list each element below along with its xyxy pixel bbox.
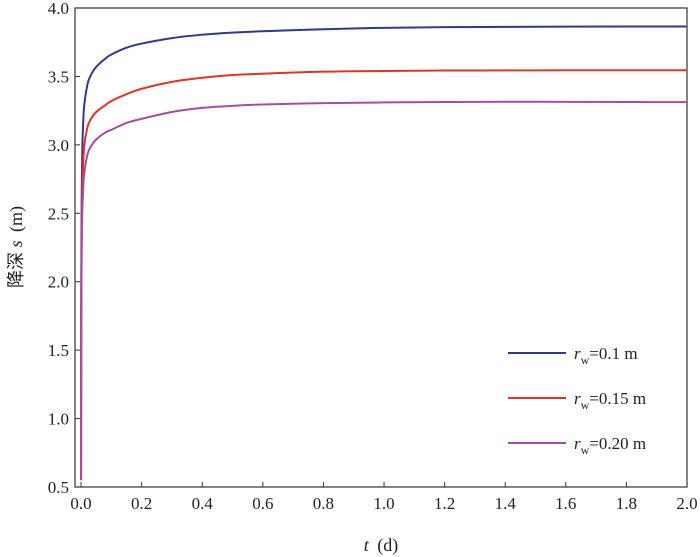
- y-axis-label: 降深 s (m): [6, 206, 27, 288]
- x-tick-label: 0.2: [131, 494, 152, 513]
- y-tick-label: 1.0: [48, 410, 69, 429]
- x-tick-label: 1.4: [495, 494, 517, 513]
- y-tick-label: 3.5: [48, 67, 69, 86]
- x-tick-label: 2.0: [676, 494, 697, 513]
- x-tick-label: 0.0: [70, 494, 91, 513]
- legend: rw=0.1 m rw=0.15 m rw=0.20 m: [508, 344, 646, 457]
- legend-label-2-value: =0.20 m: [589, 434, 646, 453]
- series-lines: [80, 25, 688, 481]
- x-tick-label: 0.8: [313, 494, 334, 513]
- plot-frame: [74, 7, 688, 488]
- legend-label-1-sub: w: [581, 398, 590, 412]
- y-axis-label-prefix: 降深: [6, 252, 26, 288]
- legend-label-2-var: r: [574, 434, 581, 453]
- y-tick-label: 2.5: [48, 204, 69, 223]
- legend-label-1-var: r: [574, 389, 581, 408]
- x-tick-label: 1.2: [434, 494, 455, 513]
- y-tick-label: 3.0: [48, 136, 69, 155]
- x-tick-label: 1.0: [373, 494, 394, 513]
- y-axis-ticks: 0.5 1.0 1.5 2.0 2.5 3.0 3.5 4.0: [48, 0, 80, 497]
- x-tick-label: 1.8: [616, 494, 637, 513]
- series-line-2: [80, 100, 688, 481]
- y-axis-label-var: s: [6, 240, 26, 247]
- legend-label-0-sub: w: [581, 353, 590, 367]
- x-tick-label: 0.6: [252, 494, 273, 513]
- x-axis-ticks: 0.0 0.2 0.4 0.6 0.8 1.0 1.2 1.4 1.6 1.8 2.0: [70, 482, 698, 513]
- y-axis-label-unit: (m): [6, 206, 27, 232]
- series-line-0: [80, 25, 688, 481]
- y-tick-label: 4.0: [48, 0, 69, 18]
- x-tick-label: 1.6: [555, 494, 576, 513]
- legend-label-1-value: =0.15 m: [589, 389, 646, 408]
- legend-label-0: rw=0.1 m: [574, 344, 638, 367]
- legend-label-2: rw=0.20 m: [574, 434, 646, 457]
- legend-label-1: rw=0.15 m: [574, 389, 646, 412]
- x-axis-label-unit: (d): [377, 535, 398, 556]
- legend-label-0-var: r: [574, 344, 581, 363]
- y-tick-label: 1.5: [48, 341, 69, 360]
- x-tick-label: 0.4: [192, 494, 214, 513]
- y-tick-label: 2.0: [48, 273, 69, 292]
- x-axis-label-var: t: [364, 535, 370, 555]
- legend-label-0-value: =0.1 m: [589, 344, 637, 363]
- x-axis-label: t (d): [364, 535, 399, 556]
- series-line-1: [80, 69, 687, 481]
- legend-label-2-sub: w: [581, 443, 590, 457]
- y-tick-label: 0.5: [48, 478, 69, 497]
